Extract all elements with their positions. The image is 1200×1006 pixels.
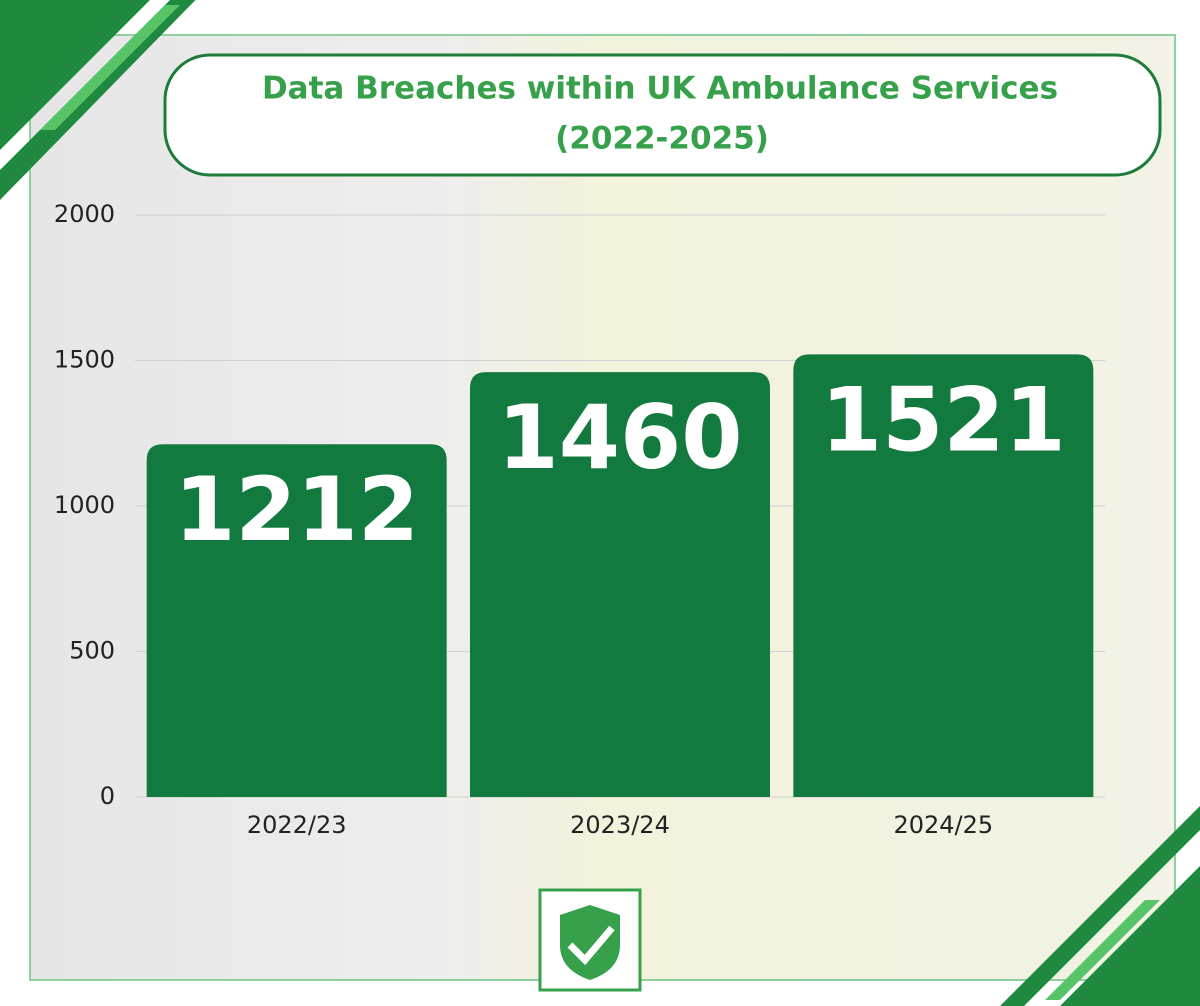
x-tick-label: 2023/24 [570, 811, 670, 839]
title-box [163, 53, 1162, 177]
chart-title: Data Breaches within UK Ambulance Servic… [262, 71, 1058, 107]
y-tick-label: 1000 [54, 491, 115, 519]
bar [470, 372, 770, 797]
chart-subtitle: (2022-2025) [555, 121, 769, 157]
x-tick-label: 2022/23 [247, 811, 347, 839]
value-label: 1212 [174, 458, 419, 561]
y-tick-label: 2000 [54, 200, 115, 228]
x-tick-label: 2024/25 [893, 811, 993, 839]
logo [538, 888, 642, 992]
y-tick-label: 500 [69, 637, 115, 665]
bar [793, 354, 1094, 797]
y-tick-label: 0 [100, 782, 115, 810]
value-label: 1521 [821, 368, 1066, 471]
bar [146, 444, 447, 797]
value-label: 1460 [498, 386, 743, 489]
y-tick-label: 1500 [54, 346, 115, 374]
